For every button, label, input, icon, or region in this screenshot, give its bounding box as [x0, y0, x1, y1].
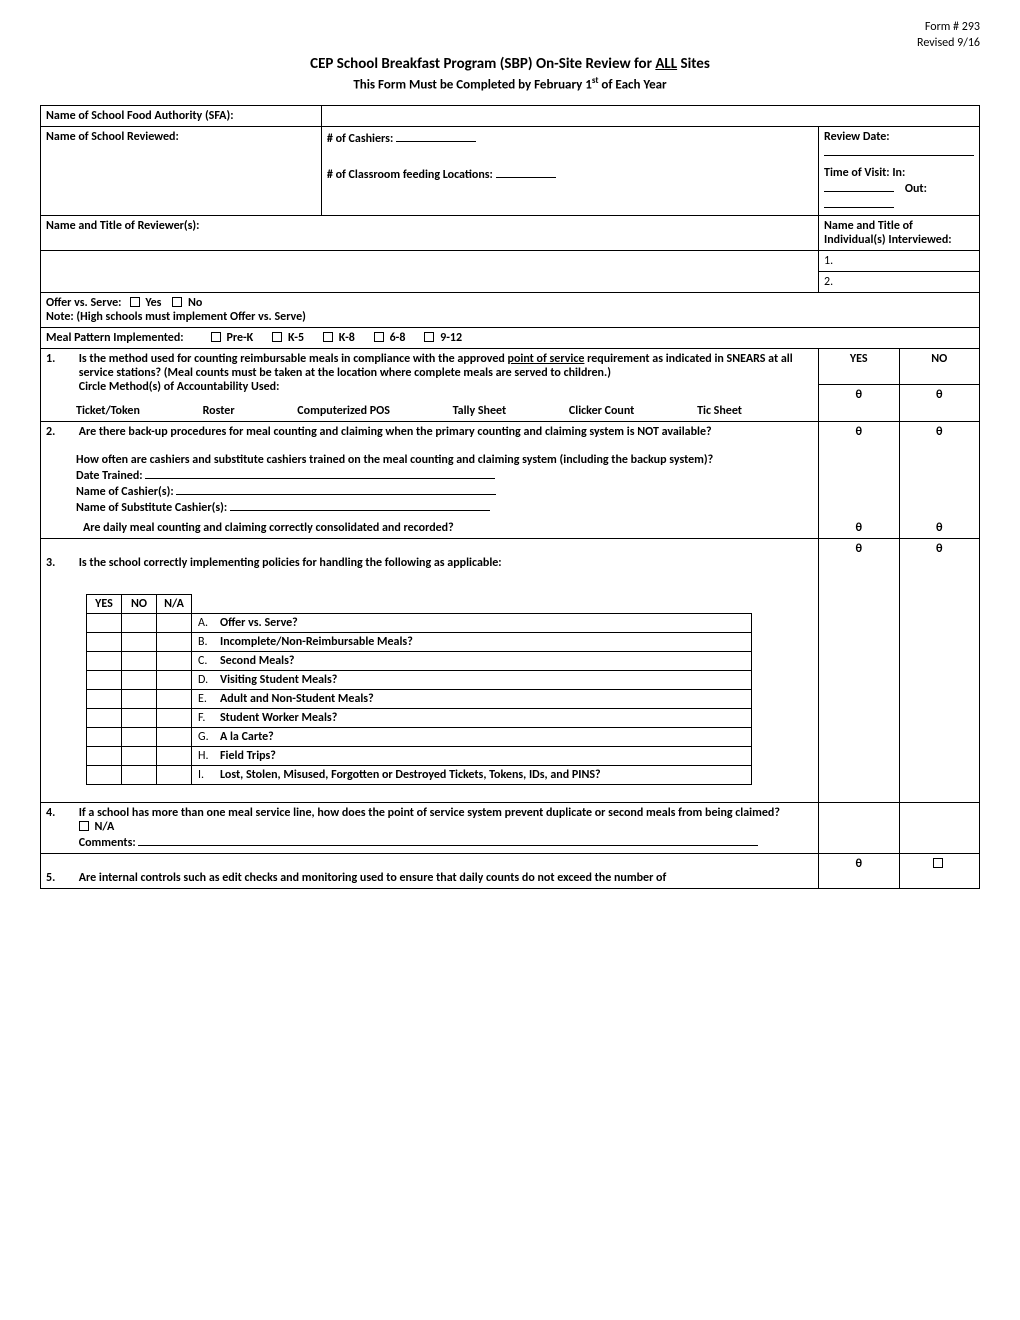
- time-in-field[interactable]: [824, 180, 894, 192]
- q4-no[interactable]: [899, 802, 980, 853]
- classroom-label: # of Classroom feeding Locations:: [321, 163, 818, 216]
- q4-cell: 4. If a school has more than one meal se…: [41, 802, 819, 853]
- meal-pattern-row: Meal Pattern Implemented: Pre-K K-5 K-8 …: [41, 327, 980, 348]
- form-number: Form # 293: [40, 20, 980, 36]
- page-subtitle: This Form Must be Completed by February …: [40, 75, 980, 92]
- q3-na-h: N/A: [157, 594, 192, 613]
- q1-yes[interactable]: θ: [819, 385, 900, 422]
- q5-yes[interactable]: θ: [819, 853, 900, 888]
- interview-row-2[interactable]: 2.: [819, 271, 980, 292]
- q3-row-f: F.Student Worker Meals?: [87, 708, 752, 727]
- q3-cell: 3. Is the school correctly implementing …: [41, 538, 819, 802]
- cb-k5[interactable]: [272, 332, 282, 342]
- q3-row-c: C.Second Meals?: [87, 651, 752, 670]
- reviewer-label: Name and Title of Reviewer(s):: [41, 215, 819, 250]
- q3-row-i: I.Lost, Stolen, Misused, Forgotten or De…: [87, 765, 752, 784]
- yes-header: YES: [819, 348, 900, 385]
- time-out-field[interactable]: [824, 196, 894, 208]
- ovs-note: Note: (High schools must implement Offer…: [46, 310, 306, 324]
- sub-cashier-field[interactable]: [230, 499, 490, 511]
- review-date-field[interactable]: [824, 144, 974, 156]
- method-tic: Tic Sheet: [697, 404, 742, 418]
- q2b-no[interactable]: θ: [899, 518, 980, 539]
- q3-row-h: H.Field Trips?: [87, 746, 752, 765]
- q4-yes[interactable]: [819, 802, 900, 853]
- classroom-field[interactable]: [496, 166, 556, 178]
- sfa-label: Name of School Food Authority (SFA):: [41, 105, 322, 126]
- cashiers-field[interactable]: [396, 130, 476, 142]
- q5-no[interactable]: [899, 853, 980, 888]
- q3-yes[interactable]: θ: [819, 538, 900, 802]
- reviewer-field[interactable]: [41, 250, 819, 292]
- cb-912[interactable]: [424, 332, 434, 342]
- time-visit: Time of Visit: In: Out:: [819, 163, 980, 216]
- q5-cell: 5. Are internal controls such as edit ch…: [41, 853, 819, 888]
- cashiers-label: # of Cashiers:: [321, 126, 818, 163]
- date-trained-field[interactable]: [145, 467, 495, 479]
- q4-comments-field[interactable]: [138, 834, 758, 846]
- ovs-row: Offer vs. Serve: Yes No Note: (High scho…: [41, 292, 980, 327]
- q2-cell-b: Are daily meal counting and claiming cor…: [41, 518, 819, 539]
- q3-row-a: A.Offer vs. Serve?: [87, 613, 752, 632]
- method-pos: Computerized POS: [297, 404, 390, 418]
- q3-yes-h: YES: [87, 594, 122, 613]
- method-roster: Roster: [203, 404, 235, 418]
- cb-k8[interactable]: [323, 332, 333, 342]
- q1-cell: 1. Is the method used for counting reimb…: [41, 348, 819, 421]
- form-revised: Revised 9/16: [40, 36, 980, 52]
- interviewed-label: Name and Title of Individual(s) Intervie…: [819, 215, 980, 250]
- q3-row-b: B.Incomplete/Non-Reimbursable Meals?: [87, 632, 752, 651]
- q3-inner-table: YES NO N/A A.Offer vs. Serve? B.Incomple…: [86, 594, 752, 785]
- q2-cell-a: 2. Are there back-up procedures for meal…: [41, 421, 819, 518]
- sfa-field[interactable]: [321, 105, 979, 126]
- method-tally: Tally Sheet: [453, 404, 507, 418]
- q5-no-checkbox[interactable]: [933, 858, 943, 868]
- cb-68[interactable]: [374, 332, 384, 342]
- q3-row-d: D.Visiting Student Meals?: [87, 670, 752, 689]
- method-clicker: Clicker Count: [569, 404, 634, 418]
- cashier-name-field[interactable]: [176, 483, 496, 495]
- main-table: Name of School Food Authority (SFA): Nam…: [40, 105, 980, 889]
- q2b-yes[interactable]: θ: [819, 518, 900, 539]
- q2a-no[interactable]: θ: [899, 421, 980, 518]
- ovs-no-checkbox[interactable]: [172, 297, 182, 307]
- q3-row-e: E.Adult and Non-Student Meals?: [87, 689, 752, 708]
- q4-na-checkbox[interactable]: [79, 821, 89, 831]
- school-reviewed-label: Name of School Reviewed:: [41, 126, 322, 215]
- q1-no[interactable]: θ: [899, 385, 980, 422]
- ovs-yes-checkbox[interactable]: [130, 297, 140, 307]
- q3-row-g: G.A la Carte?: [87, 727, 752, 746]
- q3-no-h: NO: [122, 594, 157, 613]
- q2a-yes[interactable]: θ: [819, 421, 900, 518]
- no-header: NO: [899, 348, 980, 385]
- q3-no[interactable]: θ: [899, 538, 980, 802]
- cb-prek[interactable]: [211, 332, 221, 342]
- interview-row-1[interactable]: 1.: [819, 250, 980, 271]
- review-date-label: Review Date:: [819, 126, 980, 163]
- method-ticket: Ticket/Token: [76, 404, 140, 418]
- page-title: CEP School Breakfast Program (SBP) On-Si…: [40, 55, 980, 73]
